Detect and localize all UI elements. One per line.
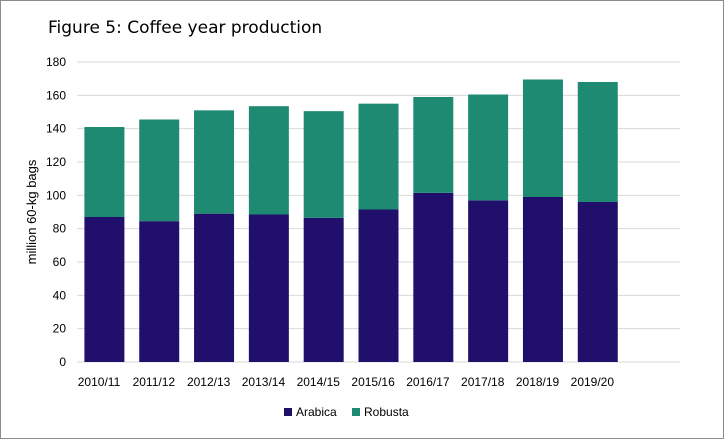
bar-robusta bbox=[522, 79, 563, 197]
legend: Arabica Robusta bbox=[284, 405, 409, 419]
x-tick-label: 2017/18 bbox=[461, 375, 505, 389]
bar-arabica bbox=[413, 192, 454, 362]
y-tick-label: 0 bbox=[59, 355, 66, 369]
legend-swatch bbox=[352, 408, 360, 416]
x-tick-label: 2013/14 bbox=[242, 375, 286, 389]
bar-robusta bbox=[84, 127, 125, 217]
y-tick-label: 40 bbox=[53, 288, 67, 302]
bar-robusta bbox=[303, 111, 344, 218]
bar-arabica bbox=[577, 202, 618, 362]
y-tick-label: 180 bbox=[46, 55, 66, 69]
x-tick-label: 2019/20 bbox=[571, 375, 615, 389]
bar-robusta bbox=[468, 94, 509, 201]
x-tick-label: 2014/15 bbox=[297, 375, 341, 389]
x-tick-label: 2016/17 bbox=[406, 375, 450, 389]
y-tick-label: 140 bbox=[46, 122, 66, 136]
x-axis-ticks: 2010/11 2011/12 2012/13 2013/14 2014/15 2015/… bbox=[78, 375, 615, 389]
bar-arabica bbox=[139, 221, 180, 362]
y-tick-label: 20 bbox=[53, 322, 67, 336]
bar-arabica bbox=[194, 213, 235, 362]
bar-robusta bbox=[413, 97, 454, 193]
bar-robusta bbox=[248, 106, 289, 215]
bar-arabica bbox=[84, 217, 125, 362]
bar-arabica bbox=[303, 217, 344, 362]
legend-label: Robusta bbox=[364, 405, 409, 419]
bar-arabica bbox=[358, 209, 399, 362]
bar-series bbox=[84, 79, 618, 362]
x-tick-label: 2011/12 bbox=[133, 375, 176, 389]
x-tick-label: 2010/11 bbox=[78, 375, 121, 389]
bar-arabica bbox=[468, 200, 509, 362]
bar-robusta bbox=[358, 103, 399, 210]
x-tick-label: 2018/19 bbox=[516, 375, 560, 389]
y-axis-label: million 60-kg bags bbox=[24, 159, 39, 264]
bar-arabica bbox=[522, 197, 563, 362]
y-tick-label: 160 bbox=[46, 88, 66, 102]
bar-robusta bbox=[194, 110, 235, 214]
x-tick-label: 2015/16 bbox=[351, 375, 395, 389]
bar-robusta bbox=[577, 82, 618, 202]
y-tick-label: 100 bbox=[46, 188, 66, 202]
chart-title: Figure 5: Coffee year production bbox=[48, 18, 323, 38]
legend-label: Arabica bbox=[296, 405, 337, 419]
y-axis-ticks: 0 20 40 60 80 100 120 140 160 180 bbox=[46, 55, 66, 369]
x-tick-label: 2012/13 bbox=[187, 375, 231, 389]
bar-robusta bbox=[139, 119, 180, 222]
y-tick-label: 60 bbox=[53, 255, 67, 269]
y-tick-label: 80 bbox=[53, 222, 67, 236]
y-tick-label: 120 bbox=[46, 155, 66, 169]
bar-arabica bbox=[248, 214, 289, 362]
legend-swatch bbox=[284, 408, 292, 416]
